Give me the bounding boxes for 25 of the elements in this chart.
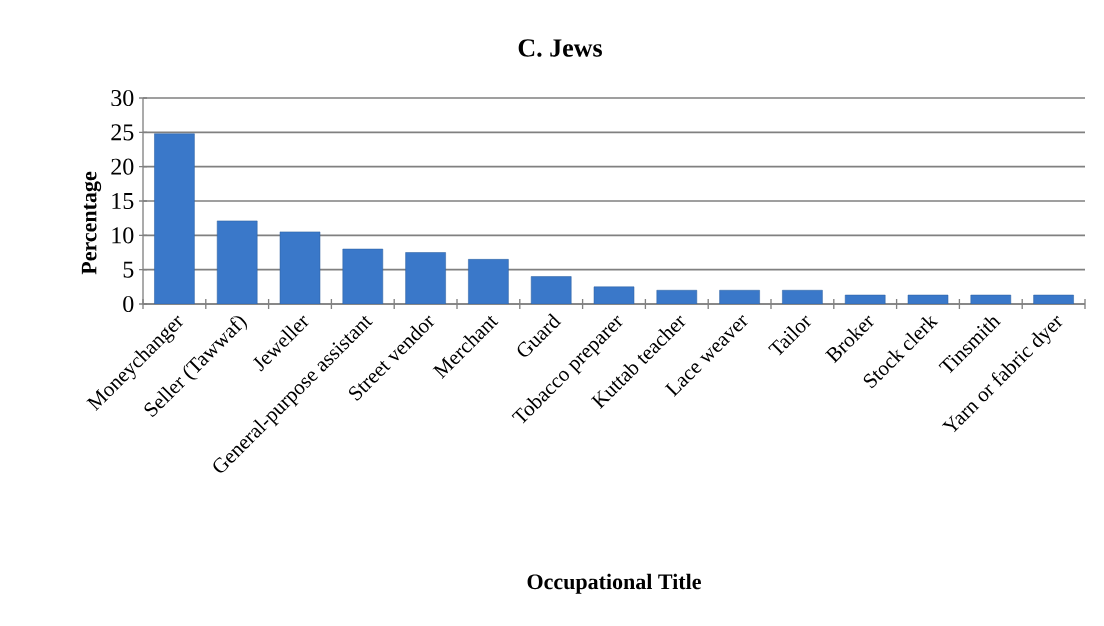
bar <box>782 290 823 304</box>
bar <box>1033 294 1074 304</box>
bar <box>907 294 949 304</box>
y-tick-label: 30 <box>111 89 134 107</box>
bar <box>468 259 509 304</box>
bar <box>342 248 384 304</box>
bar <box>844 294 886 304</box>
y-tick-label: 15 <box>112 192 134 210</box>
bar <box>154 133 195 304</box>
bar <box>279 231 321 304</box>
chart-title: C. Jews <box>518 39 602 57</box>
y-tick-label: 5 <box>123 261 134 278</box>
bar <box>656 290 698 304</box>
bar <box>405 252 446 304</box>
bar <box>530 276 572 304</box>
y-tick-label: 0 <box>123 295 134 313</box>
y-tick-label: 25 <box>111 124 134 141</box>
y-axis-title: Percentage <box>81 171 102 275</box>
y-tick-label: 10 <box>112 227 134 244</box>
bar <box>970 294 1012 304</box>
bar <box>719 290 760 304</box>
bar <box>216 220 258 304</box>
bar <box>593 286 635 304</box>
y-tick-label: 20 <box>111 158 134 175</box>
x-axis-title: Occupational Title <box>527 573 701 594</box>
